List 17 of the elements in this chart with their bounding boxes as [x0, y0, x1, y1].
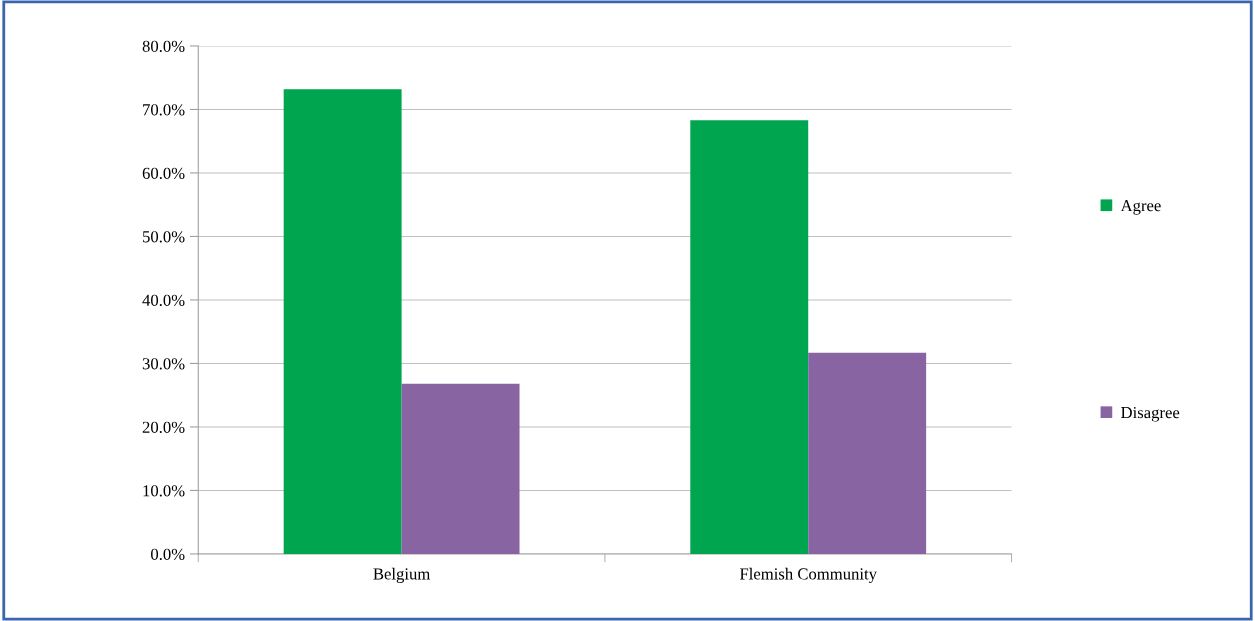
bar — [690, 120, 809, 554]
y-tick-label: 10.0% — [143, 485, 185, 497]
y-tick-label: 0.0% — [151, 548, 185, 560]
y-tick-label: 30.0% — [142, 358, 185, 370]
x-tick-label: Belgium — [373, 567, 431, 583]
y-tick-label: 80.0% — [142, 40, 185, 52]
bar — [808, 352, 927, 554]
y-tick-label: 60.0% — [142, 167, 185, 179]
y-tick-label: 40.0% — [142, 294, 185, 306]
y-tick-label: 70.0% — [143, 104, 185, 116]
legend-label: Agree — [1120, 200, 1161, 215]
bar — [283, 89, 402, 554]
bar — [401, 383, 520, 554]
y-tick-label: 20.0% — [142, 421, 185, 433]
x-tick-label: Flemish Community — [739, 567, 877, 583]
legend-label: Disagree — [1121, 406, 1180, 422]
y-tick-label: 50.0% — [143, 231, 185, 243]
